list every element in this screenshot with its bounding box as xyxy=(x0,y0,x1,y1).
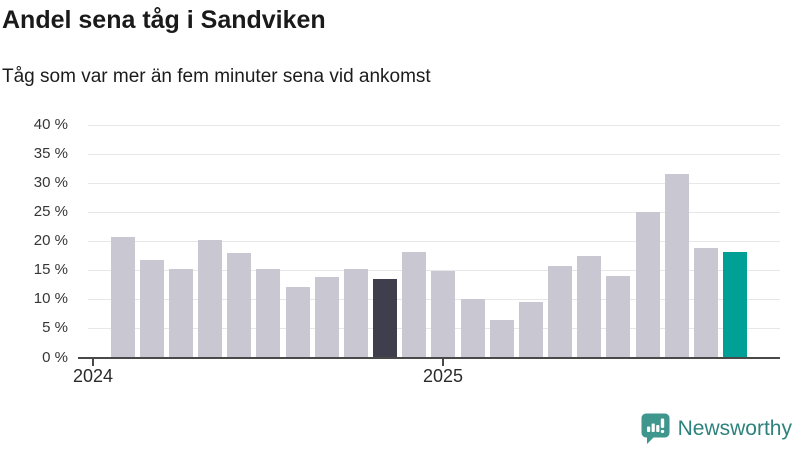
y-tick-label: 25 % xyxy=(33,203,68,221)
bar-16 xyxy=(548,265,573,357)
x-axis-line xyxy=(78,356,780,359)
bar-4 xyxy=(198,240,222,357)
bar-20 xyxy=(664,173,689,357)
bar-21 xyxy=(693,248,718,357)
bar-5 xyxy=(227,252,252,357)
y-tick-label: 5 % xyxy=(42,319,68,337)
bar-15 xyxy=(518,302,543,357)
bar-10 xyxy=(373,279,398,357)
bar-9 xyxy=(343,268,368,357)
gridline-30 xyxy=(88,182,780,184)
newsworthy-logo-icon xyxy=(640,412,671,445)
bar-1 xyxy=(110,236,135,357)
bar-17 xyxy=(577,256,602,357)
bar-7 xyxy=(285,286,310,357)
y-tick-label: 35 % xyxy=(33,145,68,163)
page-title: Andel sena tåg i Sandviken xyxy=(2,6,326,34)
x-tick-label: 2024 xyxy=(72,366,114,386)
newsworthy-branding: Newsworthy xyxy=(640,412,792,445)
x-tick-2024 xyxy=(92,359,94,366)
gridline-40 xyxy=(88,124,780,126)
gridline-35 xyxy=(88,153,780,155)
bar-19 xyxy=(635,211,660,357)
bar-13 xyxy=(460,298,485,357)
bar-12 xyxy=(431,270,456,357)
bar-2 xyxy=(139,259,164,357)
bar-6 xyxy=(256,269,281,357)
bar-8 xyxy=(314,276,339,357)
x-tick-label: 2025 xyxy=(423,366,464,386)
y-tick-label: 10 % xyxy=(33,290,68,308)
bar-3 xyxy=(168,268,193,357)
y-tick-label: 20 % xyxy=(33,232,68,250)
gridline-20 xyxy=(88,240,780,242)
y-tick-label: 0 % xyxy=(42,348,68,366)
y-tick-label: 15 % xyxy=(33,261,68,279)
bar-11 xyxy=(402,251,427,357)
y-tick-label: 40 % xyxy=(33,116,68,133)
plot-area xyxy=(88,124,780,358)
bar-14 xyxy=(489,320,514,357)
newsworthy-wordmark: Newsworthy xyxy=(677,416,792,440)
gridline-15 xyxy=(88,269,780,271)
y-tick-label: 30 % xyxy=(33,174,68,192)
bar-18 xyxy=(606,276,631,357)
chart-subtitle: Tåg som var mer än fem minuter sena vid … xyxy=(2,66,431,87)
bar-22 xyxy=(723,252,748,357)
gridline-25 xyxy=(88,211,780,213)
x-tick-2025 xyxy=(442,359,445,366)
